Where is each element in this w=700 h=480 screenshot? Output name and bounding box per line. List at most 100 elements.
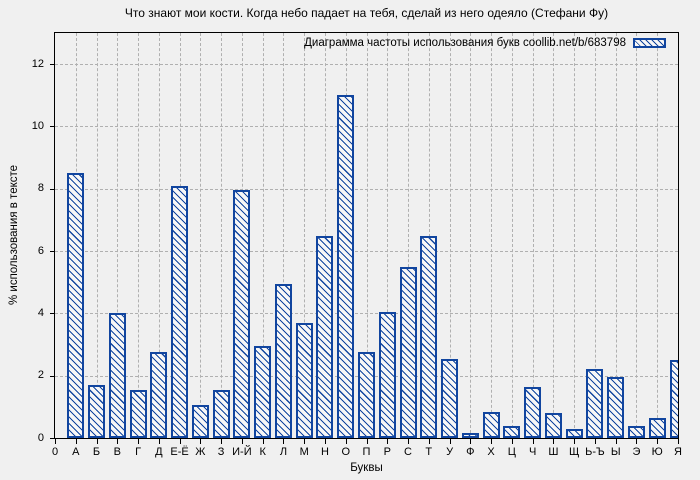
bar-Р (378, 311, 396, 438)
v-gridline-К (262, 33, 264, 438)
bar-Щ (565, 428, 583, 438)
x-tick-label-Р: Р (383, 446, 391, 458)
v-gridline-С (408, 33, 410, 438)
y-tick-mark (50, 126, 55, 128)
x-tick-label-Ш: Ш (548, 446, 559, 458)
bar-Я (669, 360, 678, 438)
bar-З (212, 389, 230, 438)
x-tick-mark (553, 439, 555, 444)
y-tick-mark (50, 375, 55, 377)
x-tick-label-Г: Г (135, 446, 142, 458)
x-tick-label-С: С (404, 446, 412, 458)
x-tick-mark (366, 439, 368, 444)
x-tick-label-0: 0 (51, 446, 59, 458)
bar-О (337, 95, 355, 438)
chart-title: Что знают мои кости. Когда небо падает н… (124, 6, 609, 20)
x-tick-label-Л: Л (279, 446, 288, 458)
x-tick-mark (117, 439, 119, 444)
bar-У (441, 358, 459, 438)
x-tick-mark (636, 439, 638, 444)
x-tick-label-А: А (72, 446, 80, 458)
bar-Д (150, 352, 168, 438)
x-tick-label-Ю: Ю (651, 446, 663, 458)
x-tick-label-У: У (446, 446, 454, 458)
bar-Ч (524, 386, 542, 438)
bar-Х (482, 411, 500, 438)
y-tick-mark (50, 313, 55, 315)
x-tick-mark (221, 439, 223, 444)
x-tick-label-И-Й: И-Й (232, 446, 252, 458)
v-gridline-Х (491, 33, 493, 438)
y-tick-label-2: 2 (37, 369, 44, 382)
x-tick-label-Х: Х (487, 446, 495, 458)
bar-А (67, 173, 85, 438)
v-gridline-Д (158, 33, 160, 438)
v-gridline-Г (138, 33, 140, 438)
x-tick-mark (449, 439, 451, 444)
bar-Ш (544, 413, 562, 438)
hatched-bar-swatch-icon (633, 38, 666, 48)
x-tick-mark (657, 439, 659, 444)
x-tick-mark (387, 439, 389, 444)
x-tick-mark (158, 439, 160, 444)
bar-Ц (503, 425, 521, 438)
v-gridline-З (221, 33, 223, 438)
bar-Ы (607, 377, 625, 438)
bar-Б (88, 385, 106, 438)
x-tick-label-К: К (259, 446, 266, 458)
x-tick-mark (96, 439, 98, 444)
v-gridline-Ю (657, 33, 659, 438)
bar-В (108, 313, 126, 438)
y-tick-mark (50, 64, 55, 66)
bar-Э (627, 425, 645, 438)
x-tick-label-Е-Ё: Е-Ё (170, 446, 189, 458)
bar-Ж (191, 405, 209, 438)
bar-К (254, 346, 272, 438)
v-gridline-Л (283, 33, 285, 438)
x-tick-mark (324, 439, 326, 444)
bar-П (358, 352, 375, 438)
x-tick-mark (532, 439, 534, 444)
x-tick-label-Ц: Ц (507, 446, 516, 458)
v-gridline-Щ (574, 33, 576, 438)
x-axis-label: Буквы (350, 462, 383, 474)
bar-С (399, 266, 417, 438)
x-tick-mark (138, 439, 140, 444)
v-gridline-М (304, 33, 306, 438)
bar-Ю (648, 417, 666, 438)
legend-label: Диаграмма частоты использования букв coo… (304, 37, 626, 49)
v-gridline-У (449, 33, 451, 438)
x-tick-label-Ф: Ф (466, 446, 475, 458)
x-tick-mark (574, 439, 576, 444)
v-gridline-Ч (532, 33, 534, 438)
y-tick-label-10: 10 (31, 119, 44, 132)
x-tick-mark (179, 439, 181, 444)
y-tick-label-8: 8 (37, 182, 44, 195)
bar-Л (274, 283, 292, 438)
x-tick-label-Т: Т (425, 446, 433, 458)
x-tick-label-Б: Б (92, 446, 101, 458)
bar-Ф (461, 433, 479, 438)
x-tick-mark (345, 439, 347, 444)
x-tick-label-Э: Э (632, 446, 641, 458)
x-tick-mark (615, 439, 617, 444)
v-gridline-П (366, 33, 368, 438)
x-tick-mark (75, 439, 77, 444)
y-tick-label-6: 6 (37, 244, 44, 257)
x-tick-mark (470, 439, 472, 444)
v-gridline-Ц (511, 33, 513, 438)
v-gridline-Э (636, 33, 638, 438)
x-tick-label-Н: Н (320, 446, 329, 458)
bar-Е-Ё (171, 185, 189, 438)
x-tick-label-О: О (341, 446, 350, 458)
v-gridline-Б (96, 33, 98, 438)
x-tick-mark (491, 439, 493, 444)
bar-И-Й (233, 190, 251, 438)
v-gridline-В (117, 33, 119, 438)
y-tick-label-0: 0 (37, 431, 44, 444)
x-tick-mark (594, 439, 596, 444)
y-tick-label-12: 12 (31, 57, 44, 70)
x-tick-label-Ь-Ъ: Ь-Ъ (585, 446, 605, 458)
bar-Ь-Ъ (586, 369, 604, 438)
v-gridline-Ш (553, 33, 555, 438)
